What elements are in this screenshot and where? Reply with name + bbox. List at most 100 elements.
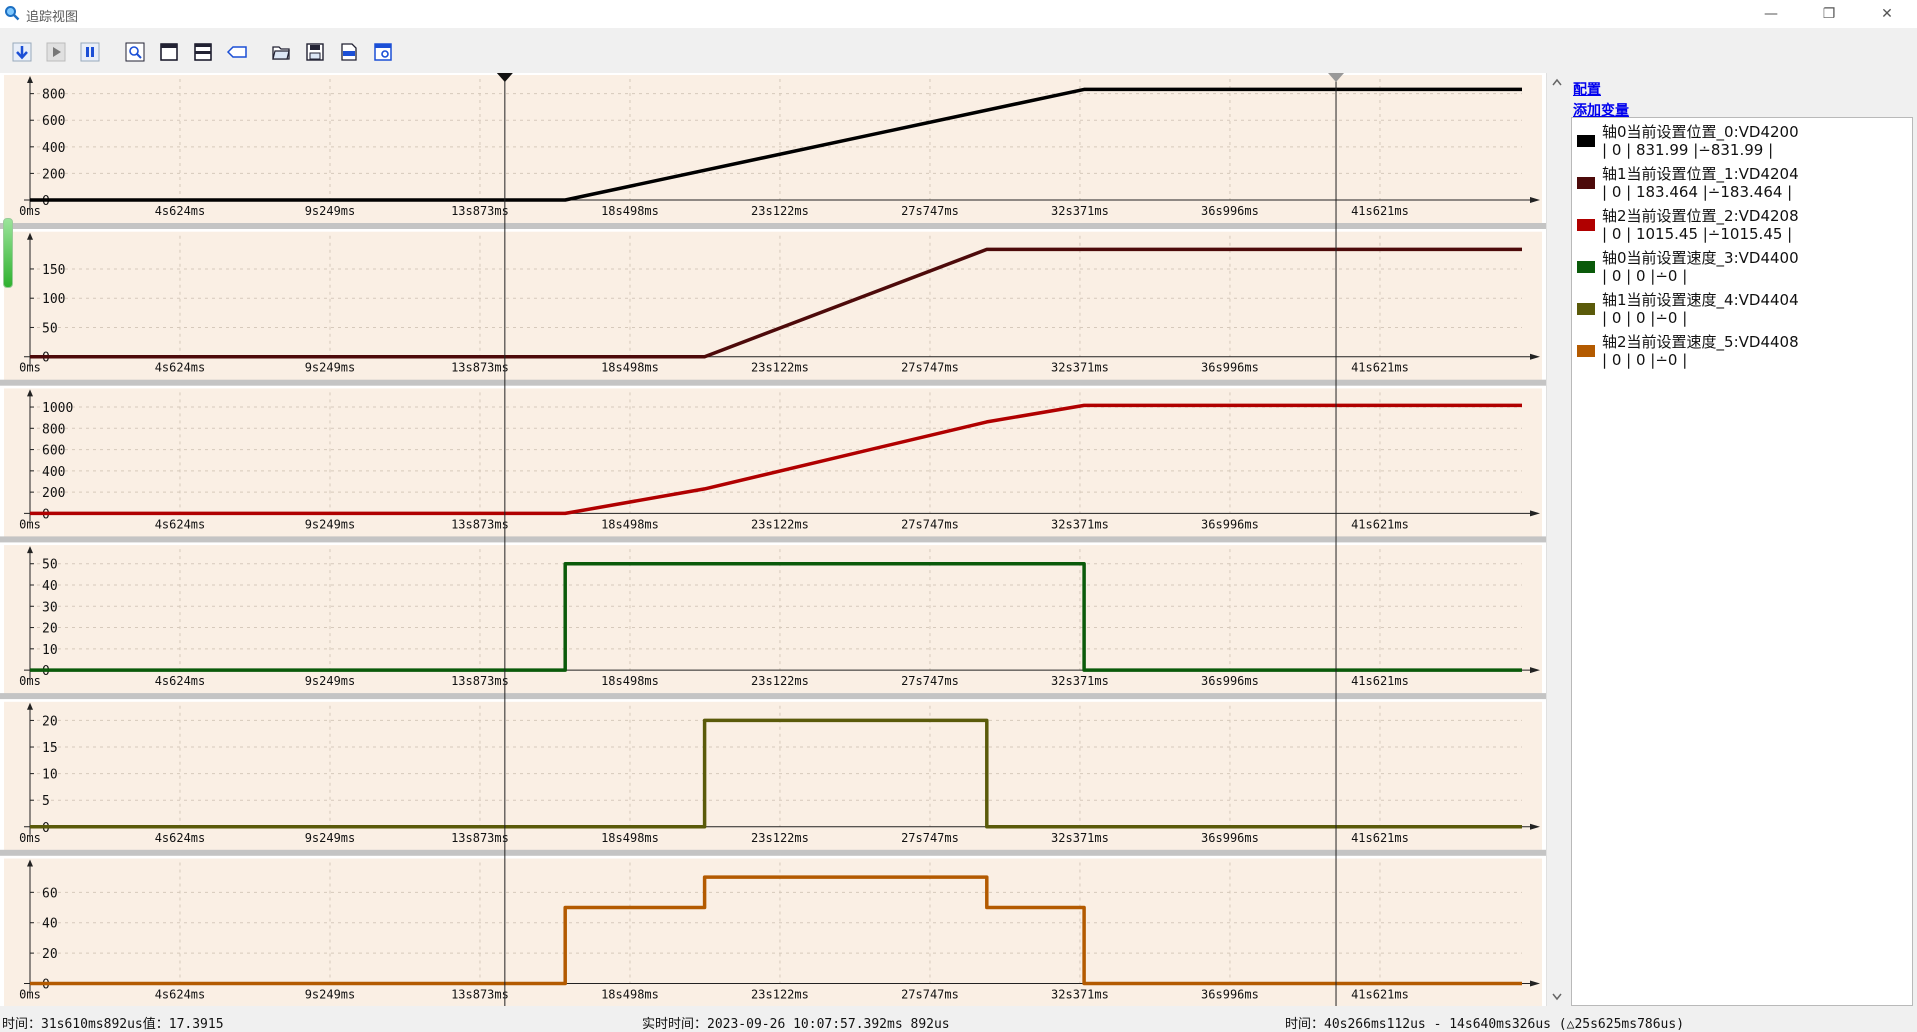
- x-tick-label: 41s621ms: [1351, 204, 1409, 218]
- legend-item[interactable]: 轴1当前设置位置_1:VD4204 | 0 | 183.464 |∸183.46…: [1572, 162, 1912, 204]
- x-tick-label: 36s996ms: [1201, 831, 1259, 845]
- app-search-icon: [5, 6, 20, 21]
- legend-item[interactable]: 轴1当前设置速度_4:VD4404 | 0 | 0 |∸0 |: [1572, 288, 1912, 330]
- cursor-marker-icon: [496, 73, 513, 82]
- folder-open-icon: [272, 46, 290, 60]
- y-tick-label: 1000: [42, 401, 73, 416]
- window-title: 追踪视图: [26, 10, 79, 25]
- download-button[interactable]: [10, 40, 34, 64]
- x-tick-label: 4s624ms: [155, 674, 206, 688]
- save-icon: [306, 43, 324, 61]
- cursor-marker-icon: [1328, 73, 1345, 82]
- single-view-button[interactable]: [157, 40, 181, 64]
- close-icon: ✕: [1881, 6, 1893, 22]
- minimize-button[interactable]: —: [1748, 0, 1794, 28]
- config-link[interactable]: 配置: [1573, 82, 1601, 98]
- x-tick-label: 23s122ms: [751, 674, 809, 688]
- x-tick-label: 13s873ms: [451, 988, 509, 1002]
- y-tick-label: 5: [42, 794, 50, 809]
- export-csv-button[interactable]: [337, 40, 361, 64]
- legend-item[interactable]: 轴0当前设置速度_3:VD4400 | 0 | 0 |∸0 |: [1572, 246, 1912, 288]
- x-axis-arrow: [1530, 667, 1540, 674]
- legend-name: 轴1当前设置速度_4:VD4404: [1602, 291, 1799, 309]
- series-line: [30, 718, 1522, 829]
- y-tick-label: 200: [42, 167, 65, 182]
- x-tick-label: 23s122ms: [751, 517, 809, 531]
- y-axis-arrow: [27, 232, 33, 240]
- x-tick-label: 32s371ms: [1051, 361, 1109, 375]
- y-tick-label: 600: [42, 444, 65, 459]
- open-button[interactable]: [269, 40, 293, 64]
- legend-name: 轴1当前设置位置_1:VD4204: [1602, 165, 1799, 183]
- restore-icon: ❐: [1822, 6, 1836, 22]
- y-tick-label: 15: [42, 741, 58, 756]
- y-tick-label: 800: [42, 422, 65, 437]
- legend-value: | 0 | 831.99 |∸831.99 |: [1602, 141, 1774, 159]
- legend-value: | 0 | 183.464 |∸183.464 |: [1602, 183, 1793, 201]
- x-tick-label: 32s371ms: [1051, 517, 1109, 531]
- series-line: [30, 403, 1522, 516]
- add-variable-link[interactable]: 添加变量: [1573, 103, 1629, 119]
- x-axis-arrow: [1530, 980, 1540, 987]
- panel-background: [4, 75, 1542, 225]
- y-tick-label: 600: [42, 114, 65, 129]
- legend-swatch: [1577, 219, 1595, 231]
- chart-zoom-slider[interactable]: [3, 218, 13, 288]
- scroll-up-icon[interactable]: [1552, 78, 1562, 86]
- x-tick-label: 18s498ms: [601, 361, 659, 375]
- settings-window-icon: [374, 43, 392, 61]
- panel-separator: [0, 379, 1546, 386]
- y-axis-arrow: [27, 702, 33, 710]
- chart-scrollbar[interactable]: [1546, 73, 1567, 1006]
- panel-background: [4, 701, 1542, 852]
- x-tick-label: 0ms: [19, 204, 41, 218]
- csv-icon: [341, 43, 357, 61]
- realtime-status: 实时时间：2023-09-26 10:07:57.392ms 892us: [642, 1017, 950, 1032]
- x-tick-label: 9s249ms: [305, 361, 356, 375]
- restore-button[interactable]: ❐: [1806, 0, 1852, 28]
- zoom-button[interactable]: [123, 40, 147, 64]
- range-status: 时间：40s266ms112us - 14s640ms326us (△25s62…: [1285, 1017, 1685, 1032]
- split-view-button[interactable]: [191, 40, 215, 64]
- legend-item[interactable]: 轴2当前设置位置_2:VD4208 | 0 | 1015.45 |∸1015.4…: [1572, 204, 1912, 246]
- close-button[interactable]: ✕: [1864, 0, 1910, 28]
- y-tick-label: 400: [42, 141, 65, 156]
- legend-item[interactable]: 轴2当前设置速度_5:VD4408 | 0 | 0 |∸0 |: [1572, 330, 1912, 372]
- y-tick-label: 60: [42, 886, 58, 901]
- tag-button[interactable]: [225, 40, 249, 64]
- split-window-icon: [194, 43, 212, 61]
- x-tick-label: 27s747ms: [901, 204, 959, 218]
- x-axis-arrow: [1530, 353, 1540, 360]
- y-tick-label: 50: [42, 558, 58, 573]
- x-tick-label: 23s122ms: [751, 361, 809, 375]
- play-button[interactable]: [44, 40, 68, 64]
- x-tick-label: 18s498ms: [601, 674, 659, 688]
- x-tick-label: 36s996ms: [1201, 988, 1259, 1002]
- x-tick-label: 36s996ms: [1201, 361, 1259, 375]
- x-tick-label: 23s122ms: [751, 988, 809, 1002]
- x-tick-label: 9s249ms: [305, 204, 356, 218]
- legend-swatch: [1577, 345, 1595, 357]
- x-tick-label: 9s249ms: [305, 674, 356, 688]
- save-button[interactable]: [303, 40, 327, 64]
- x-tick-label: 32s371ms: [1051, 204, 1109, 218]
- y-tick-label: 30: [42, 600, 58, 615]
- y-tick-label: 20: [42, 947, 58, 962]
- trace-chart-area[interactable]: 0 200 400 600 800 0ms 4s624ms 9s249ms 13s873ms 18…: [0, 73, 1546, 1006]
- x-tick-label: 27s747ms: [901, 517, 959, 531]
- panel-separator: [0, 223, 1546, 229]
- x-tick-label: 0ms: [19, 988, 41, 1002]
- pause-button[interactable]: [78, 40, 102, 64]
- x-tick-label: 41s621ms: [1351, 361, 1409, 375]
- settings-button[interactable]: [371, 40, 395, 64]
- scroll-down-icon[interactable]: [1552, 993, 1562, 1001]
- y-axis-arrow: [27, 389, 33, 397]
- legend-item[interactable]: 轴0当前设置位置_0:VD4200 | 0 | 831.99 |∸831.99 …: [1572, 120, 1912, 162]
- x-tick-label: 27s747ms: [901, 831, 959, 845]
- legend-value: | 0 | 0 |∸0 |: [1602, 267, 1688, 285]
- series-line: [30, 561, 1522, 672]
- x-tick-label: 4s624ms: [155, 204, 206, 218]
- panel-background: [4, 388, 1542, 539]
- x-tick-label: 36s996ms: [1201, 517, 1259, 531]
